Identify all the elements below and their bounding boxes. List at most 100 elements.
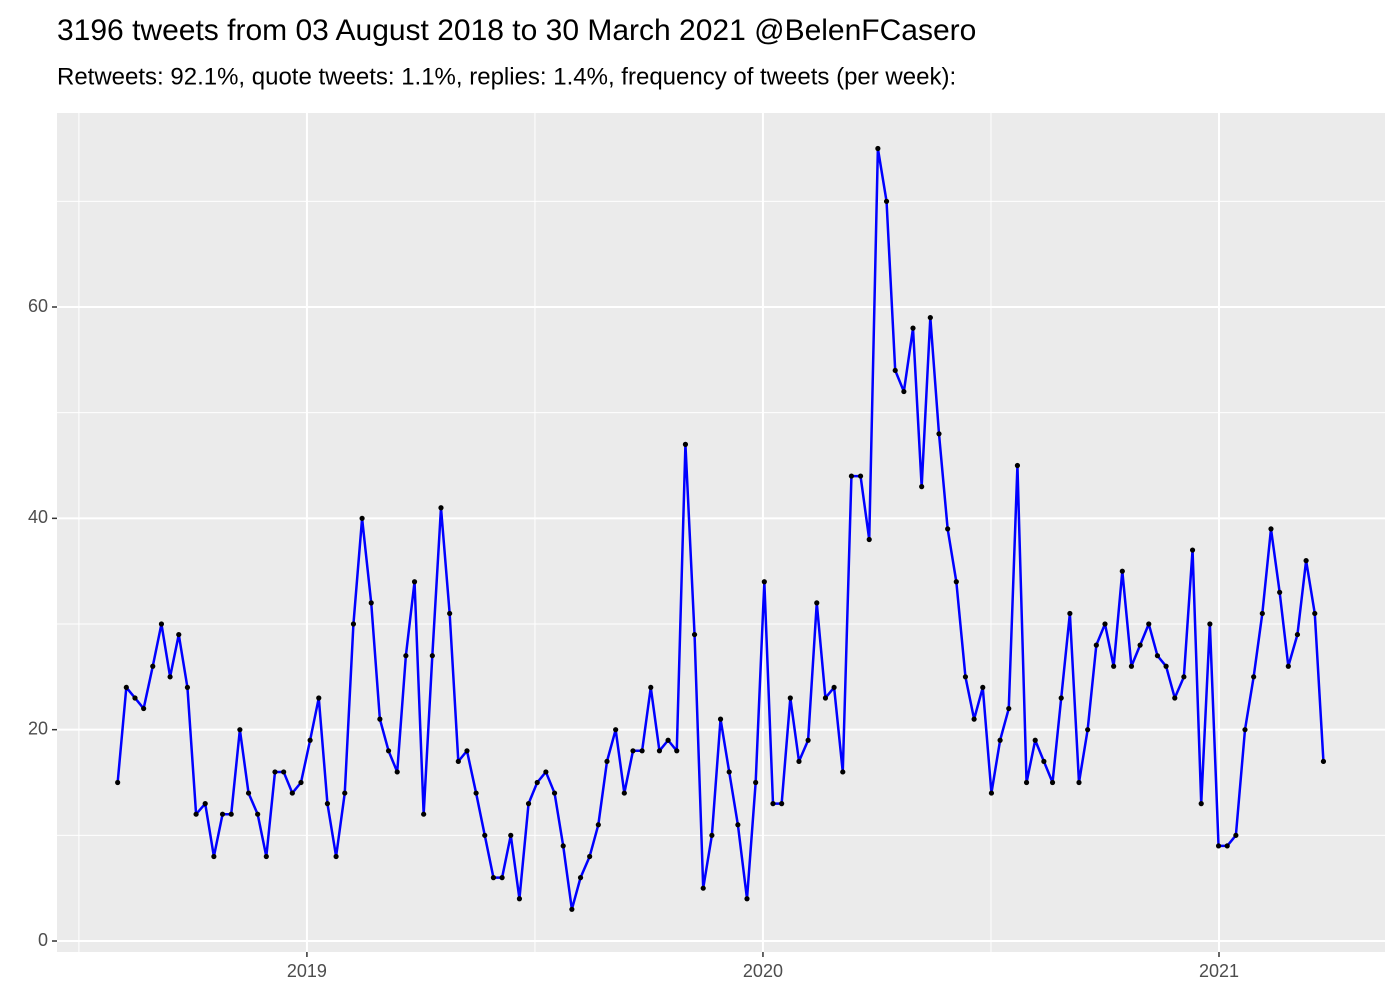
data-point — [831, 684, 837, 691]
data-point — [927, 314, 933, 321]
data-point — [333, 853, 339, 860]
data-point — [848, 473, 855, 479]
data-point — [1277, 589, 1283, 595]
y-tick-label: 20 — [28, 718, 48, 738]
data-point — [656, 748, 663, 754]
data-point — [1172, 695, 1178, 701]
data-point — [272, 769, 278, 775]
data-point — [141, 705, 147, 712]
data-point — [324, 801, 331, 807]
data-point — [866, 536, 872, 543]
data-point — [150, 663, 156, 669]
data-point — [490, 875, 497, 881]
data-point — [604, 758, 610, 764]
data-point — [630, 748, 636, 754]
data-point — [219, 811, 226, 817]
data-point — [1224, 843, 1230, 849]
data-point — [543, 769, 549, 775]
data-point — [403, 653, 409, 659]
data-point — [482, 832, 488, 838]
x-tick-label: 2021 — [1199, 961, 1239, 981]
data-point — [883, 198, 890, 204]
data-point — [796, 758, 802, 764]
data-point — [805, 737, 811, 743]
data-point — [613, 727, 619, 733]
data-point — [359, 515, 365, 521]
data-point — [342, 790, 348, 796]
y-tick-label: 0 — [38, 930, 48, 950]
data-point — [508, 832, 514, 838]
y-tick-label: 60 — [28, 296, 48, 316]
data-point — [1154, 653, 1161, 659]
data-point — [953, 579, 959, 585]
data-point — [779, 801, 785, 807]
data-point — [971, 716, 977, 722]
data-point — [350, 621, 357, 627]
data-point — [1285, 663, 1291, 669]
data-point — [1198, 801, 1204, 807]
data-point — [176, 631, 182, 638]
data-point — [639, 748, 645, 754]
data-point — [193, 811, 199, 817]
data-point — [115, 779, 121, 786]
data-point — [595, 822, 601, 828]
data-point — [211, 853, 217, 860]
data-point — [717, 716, 724, 722]
data-point — [1207, 621, 1213, 627]
data-point — [1146, 621, 1152, 627]
data-point — [1085, 727, 1091, 733]
data-point — [1032, 737, 1038, 743]
data-point — [1303, 558, 1309, 564]
chart-title: 3196 tweets from 03 August 2018 to 30 Ma… — [57, 14, 976, 47]
data-point — [202, 801, 208, 807]
data-point — [1233, 832, 1239, 838]
data-point — [700, 885, 706, 891]
data-point — [1093, 642, 1099, 648]
data-point — [245, 790, 252, 796]
data-point — [455, 758, 461, 764]
data-point — [499, 875, 505, 881]
data-point — [569, 906, 575, 912]
data-point — [1137, 642, 1143, 648]
data-point — [1312, 610, 1318, 617]
data-point — [438, 505, 444, 511]
data-point — [228, 811, 234, 817]
data-point — [770, 801, 776, 807]
data-point — [980, 684, 986, 691]
data-point — [1163, 663, 1169, 669]
data-point — [298, 779, 304, 786]
data-point — [919, 484, 925, 490]
data-point — [665, 737, 671, 743]
data-point — [857, 473, 864, 479]
data-point — [1119, 568, 1125, 574]
data-point — [263, 853, 269, 860]
data-point — [621, 790, 627, 796]
data-point — [1242, 727, 1248, 733]
data-point — [464, 748, 470, 754]
data-point — [1251, 674, 1257, 680]
data-point — [377, 716, 383, 722]
data-point — [516, 896, 523, 902]
data-point — [1294, 631, 1301, 638]
data-point — [1067, 610, 1073, 617]
data-point — [1111, 663, 1117, 669]
data-point — [237, 727, 243, 733]
data-point — [1128, 663, 1135, 669]
plot-panel — [57, 113, 1385, 952]
data-point — [1102, 621, 1108, 627]
data-point — [674, 748, 680, 754]
data-point — [875, 145, 881, 152]
data-point — [429, 653, 435, 659]
data-point — [167, 674, 173, 680]
data-point — [1259, 610, 1265, 617]
data-point — [1320, 758, 1327, 764]
data-point — [411, 579, 418, 585]
x-tick-label: 2019 — [287, 961, 327, 981]
data-point — [1023, 779, 1030, 786]
data-point — [255, 811, 261, 817]
data-point — [587, 853, 593, 860]
data-point — [691, 631, 698, 638]
data-point — [787, 695, 793, 701]
data-point — [421, 811, 427, 817]
